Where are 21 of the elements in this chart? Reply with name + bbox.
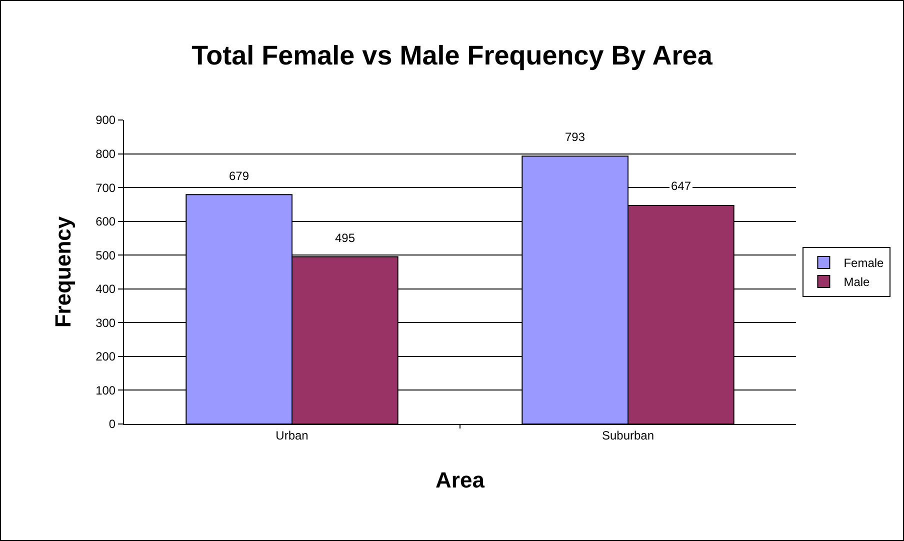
legend-label: Female: [844, 256, 884, 270]
chart-title: Total Female vs Male Frequency By Area: [192, 40, 714, 70]
y-tick-label: 900: [96, 113, 116, 128]
y-tick-label: 0: [108, 417, 116, 432]
y-tick-label: 600: [96, 214, 116, 229]
data-label: 793: [565, 130, 586, 144]
data-label: 647: [671, 179, 692, 193]
legend-label: Male: [844, 275, 870, 290]
y-tick-label: 700: [96, 180, 116, 195]
x-tick-label: Urban: [276, 428, 308, 442]
data-label: 679: [229, 169, 250, 183]
x-tick-label: Suburban: [602, 428, 654, 442]
y-tick-label: 300: [96, 316, 116, 330]
x-axis-title: Area: [436, 467, 486, 492]
y-tick-label: 500: [96, 248, 116, 262]
y-tick-label: 800: [96, 146, 116, 161]
data-label: 495: [335, 231, 356, 245]
y-tick-label: 100: [96, 383, 116, 398]
y-tick-label: 400: [96, 282, 116, 296]
y-tick-label: 200: [96, 350, 116, 364]
y-axis-title: Frequency: [50, 216, 76, 328]
